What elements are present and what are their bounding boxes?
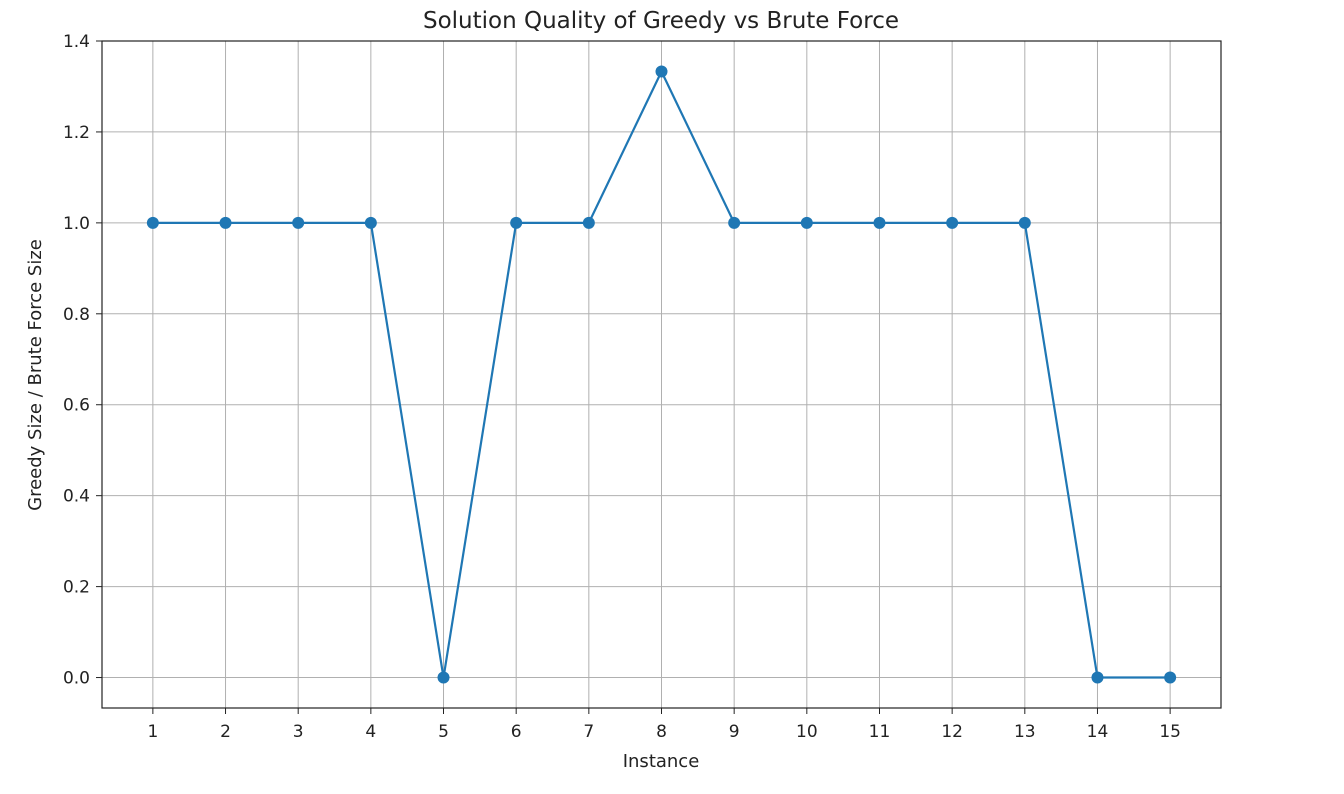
data-point [728,216,741,229]
y-tick-label: 0.8 [63,305,90,325]
x-tick-label: 10 [796,722,818,742]
x-tick-label: 6 [511,722,522,742]
data-point [219,216,232,229]
y-axis: 0.0 0.2 0.4 0.6 0.8 1.0 1.2 1.4 [63,32,102,689]
y-tick-label: 1.4 [63,32,90,52]
data-point [1091,671,1104,684]
x-tick-label: 4 [365,722,376,742]
data-point [1164,671,1177,684]
data-point [364,216,377,229]
y-tick-label: 1.2 [63,123,90,143]
x-axis-title: Instance [623,751,700,772]
data-point [800,216,813,229]
data-point [1018,216,1031,229]
data-point [292,216,305,229]
y-tick-label: 0.2 [63,578,90,598]
x-tick-label: 13 [1014,722,1036,742]
chart-title: Solution Quality of Greedy vs Brute Forc… [423,8,899,34]
series-layer [146,65,1177,684]
x-tick-label: 12 [941,722,963,742]
x-tick-label: 2 [220,722,231,742]
data-point [946,216,959,229]
data-point [146,216,159,229]
y-tick-label: 0.4 [63,487,90,507]
x-tick-label: 11 [869,722,891,742]
x-tick-label: 1 [147,722,158,742]
x-tick-label: 3 [293,722,304,742]
x-tick-label: 5 [438,722,449,742]
grid [102,40,1221,708]
data-point [510,216,523,229]
data-point [437,671,450,684]
data-point [873,216,886,229]
x-tick-label: 8 [656,722,667,742]
x-tick-label: 9 [729,722,740,742]
x-axis: 1 2 3 4 5 6 7 8 9 10 11 12 13 14 15 [147,708,1181,742]
x-tick-label: 15 [1159,722,1181,742]
plot-area [101,40,1222,709]
y-tick-label: 0.0 [63,669,90,689]
y-tick-label: 0.6 [63,396,90,416]
data-point [582,216,595,229]
x-tick-label: 14 [1087,722,1109,742]
y-axis-title: Greedy Size / Brute Force Size [25,239,46,511]
data-point [655,65,668,78]
y-tick-label: 1.0 [63,214,90,234]
x-tick-label: 7 [583,722,594,742]
